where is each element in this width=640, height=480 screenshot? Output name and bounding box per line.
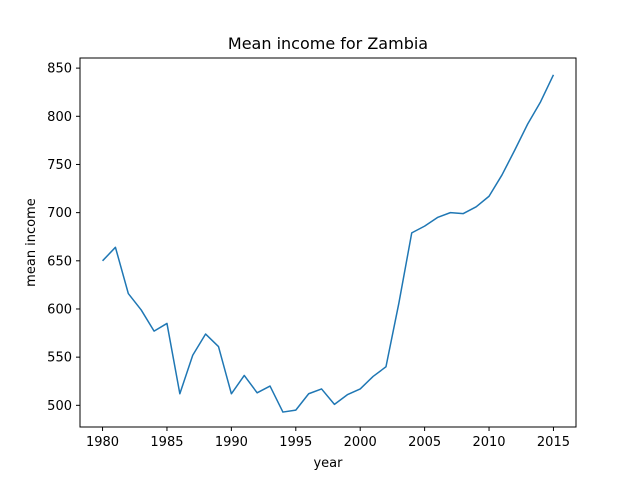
y-tick-label: 850 <box>47 62 72 77</box>
y-tick-label: 750 <box>47 158 72 173</box>
x-tick-label: 2010 <box>472 435 505 450</box>
y-tick-label: 650 <box>47 254 72 269</box>
y-tick-label: 800 <box>47 110 72 125</box>
x-tick-label: 1990 <box>215 435 248 450</box>
chart-title: Mean income for Zambia <box>228 34 428 53</box>
x-axis-label: year <box>313 456 343 471</box>
y-tick-label: 500 <box>47 399 72 414</box>
y-tick-label: 550 <box>47 351 72 366</box>
x-axis-ticks: 1980 1985 1990 1995 2000 2005 2010 2015 <box>86 427 570 450</box>
x-tick-label: 1985 <box>150 435 183 450</box>
plot-area <box>102 74 555 413</box>
x-tick-label: 2015 <box>537 435 570 450</box>
x-tick-label: 2000 <box>344 435 377 450</box>
y-tick-label: 700 <box>47 206 72 221</box>
x-tick-label: 1980 <box>86 435 119 450</box>
x-tick-label: 2005 <box>408 435 441 450</box>
x-tick-label: 1995 <box>279 435 312 450</box>
axes-frame <box>79 57 577 428</box>
y-axis-label: mean income <box>24 198 39 287</box>
y-axis-ticks: 500 550 600 650 700 750 800 850 <box>47 62 80 414</box>
series-line-0 <box>102 74 555 413</box>
y-tick-label: 600 <box>47 302 72 317</box>
